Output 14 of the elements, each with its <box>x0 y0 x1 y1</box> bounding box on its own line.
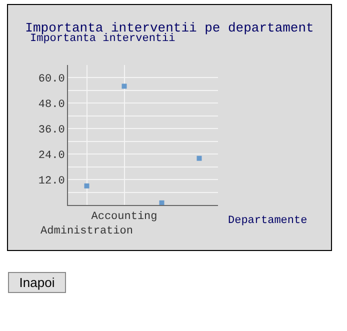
point <box>196 156 202 161</box>
x-axis-title: Departamente <box>228 215 308 227</box>
y-tick-label: 60.0 <box>38 74 65 86</box>
point <box>159 200 164 206</box>
x-tick-label: Administration <box>40 226 133 238</box>
x-tick-label: Accounting <box>91 211 158 224</box>
y-axis-title: Importanta interventii <box>30 33 176 45</box>
y-tick-label: 48.0 <box>38 99 65 112</box>
y-tick-label: 36.0 <box>38 124 65 136</box>
point <box>84 183 90 188</box>
y-tick-label: 12.0 <box>38 175 65 188</box>
text: Inapoi <box>8 272 66 293</box>
y-tick-label: 24.0 <box>38 150 65 162</box>
point <box>122 84 127 89</box>
